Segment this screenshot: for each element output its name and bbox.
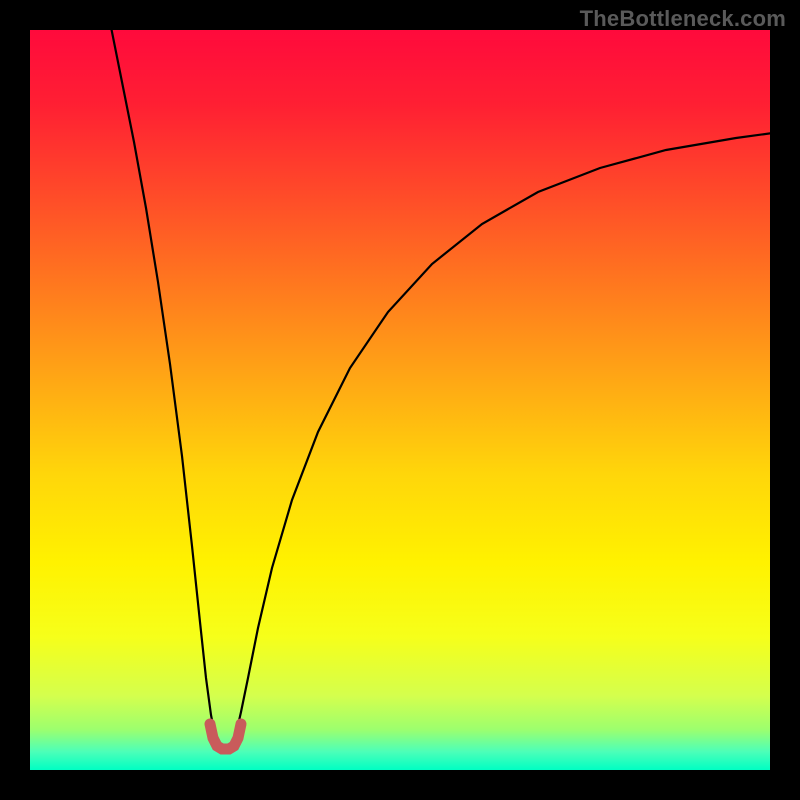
watermark-text: TheBottleneck.com — [580, 6, 786, 32]
plot-area — [30, 30, 770, 770]
chart-frame: TheBottleneck.com — [0, 0, 800, 800]
gradient-background — [30, 30, 770, 770]
chart-svg — [30, 30, 770, 770]
